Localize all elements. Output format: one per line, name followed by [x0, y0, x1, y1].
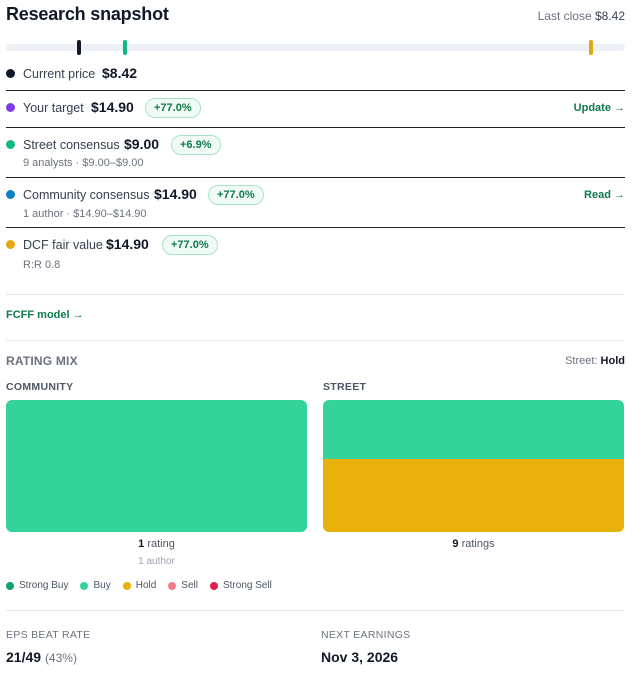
divider — [6, 340, 625, 341]
legend-dot — [80, 581, 89, 590]
read-community-link[interactable]: Read → — [584, 189, 625, 201]
your-target-dot — [6, 103, 15, 112]
community-consensus-detail: 1 author · $14.90–$14.90 — [23, 208, 147, 220]
next-earnings-label: NEXT EARNINGS — [321, 629, 411, 641]
street-count-number: 9 — [452, 538, 459, 550]
legend-dot — [168, 581, 177, 590]
price-marker-street-consensus — [122, 40, 127, 55]
street-count-suffix: ratings — [461, 538, 495, 550]
divider — [6, 610, 625, 611]
rating-segment-buy — [323, 400, 624, 459]
dcf-fair-value-label: DCF fair value — [23, 238, 103, 252]
last-close-value: $8.42 — [594, 9, 625, 23]
page-title: Research snapshot — [6, 4, 169, 24]
row-your-target: Your target $14.90 +77.0% Update → — [6, 90, 625, 128]
street-consensus-label: Street consensus — [23, 138, 120, 152]
last-close: Last close $8.42 — [538, 9, 625, 23]
street-consensus-change-badge: +6.9% — [171, 135, 221, 155]
last-close-label: Last close — [537, 9, 592, 23]
fcff-model-link[interactable]: FCFF model → — [6, 309, 84, 321]
legend-item-hold: Hold — [122, 580, 157, 591]
eps-beat-percent: (43%) — [44, 651, 77, 665]
your-target-change-badge: +77.0% — [145, 98, 201, 118]
dcf-fair-value-dot — [6, 240, 15, 249]
rating-legend: Strong Buy Buy Hold Sell Strong Sell — [6, 580, 284, 591]
dcf-fair-value-value: $14.90 — [106, 236, 149, 252]
current-price-label: Current price — [23, 67, 96, 81]
legend-label: Buy — [93, 580, 111, 591]
community-rating-bar — [6, 400, 307, 532]
legend-dot — [122, 581, 131, 590]
legend-label: Hold — [135, 580, 157, 591]
eps-beat-rate-label: EPS BEAT RATE — [6, 629, 91, 641]
dcf-risk-reward: R:R 0.8 — [23, 259, 61, 271]
legend-item-buy: Buy — [80, 580, 111, 591]
community-consensus-label: Community consensus — [23, 188, 150, 202]
legend-item-strong-buy: Strong Buy — [6, 580, 68, 591]
dcf-fair-value-change-badge: +77.0% — [162, 235, 218, 255]
street-consensus-value: $9.00 — [124, 136, 160, 152]
legend-label: Sell — [181, 580, 198, 591]
your-target-label: Your target — [23, 101, 84, 115]
divider — [6, 294, 625, 295]
community-count-suffix: rating — [147, 538, 175, 550]
row-street-consensus: Street consensus $9.00 +6.9% 9 analysts … — [6, 127, 625, 177]
community-consensus-change-badge: +77.0% — [208, 185, 264, 205]
legend-label: Strong Buy — [19, 580, 69, 591]
rating-segment-buy — [6, 400, 307, 532]
row-dcf-fair-value: DCF fair value $14.90 +77.0% R:R 0.8 — [6, 227, 625, 277]
header: Research snapshot Last close $8.42 — [6, 4, 625, 28]
row-current-price: Current price $8.42 — [6, 62, 625, 90]
street-consensus-detail: 9 analysts · $9.00–$9.00 — [23, 157, 144, 169]
legend-item-strong-sell: Strong Sell — [209, 580, 272, 591]
community-rating-count: 1 rating — [6, 538, 307, 550]
row-community-consensus: Community consensus $14.90 +77.0% 1 auth… — [6, 177, 625, 227]
street-rating-summary: Street: Hold — [565, 355, 625, 367]
eps-beat-rate-value: 21/49 (43%) — [6, 649, 77, 665]
legend-label: Strong Sell — [222, 580, 272, 591]
street-column-label: STREET — [323, 381, 367, 393]
community-column-label: COMMUNITY — [6, 381, 74, 393]
rating-segment-hold — [323, 459, 624, 532]
community-consensus-value: $14.90 — [154, 186, 197, 202]
community-author-count: 1 author — [138, 556, 175, 567]
street-summary-label: Street: — [565, 355, 598, 367]
price-range-track — [6, 40, 625, 55]
next-earnings-value: Nov 3, 2026 — [321, 649, 399, 665]
legend-dot — [6, 581, 14, 590]
community-count-number: 1 — [138, 538, 145, 550]
price-marker-current-price — [76, 40, 81, 55]
price-marker-dcf-fair-value — [589, 40, 593, 55]
current-price-value: $8.42 — [102, 65, 138, 81]
eps-beat-count: 21/49 — [6, 649, 42, 665]
street-rating-count: 9 ratings — [323, 538, 624, 550]
update-target-link[interactable]: Update → — [573, 102, 625, 114]
street-summary-value: Hold — [600, 355, 625, 367]
street-rating-bar — [323, 400, 624, 532]
legend-dot — [209, 581, 218, 590]
community-consensus-dot — [6, 190, 15, 199]
legend-item-sell: Sell — [168, 580, 198, 591]
your-target-value: $14.90 — [91, 99, 134, 115]
street-consensus-dot — [6, 140, 15, 149]
rating-mix-title: RATING MIX — [6, 354, 78, 368]
current-price-dot — [6, 69, 15, 78]
